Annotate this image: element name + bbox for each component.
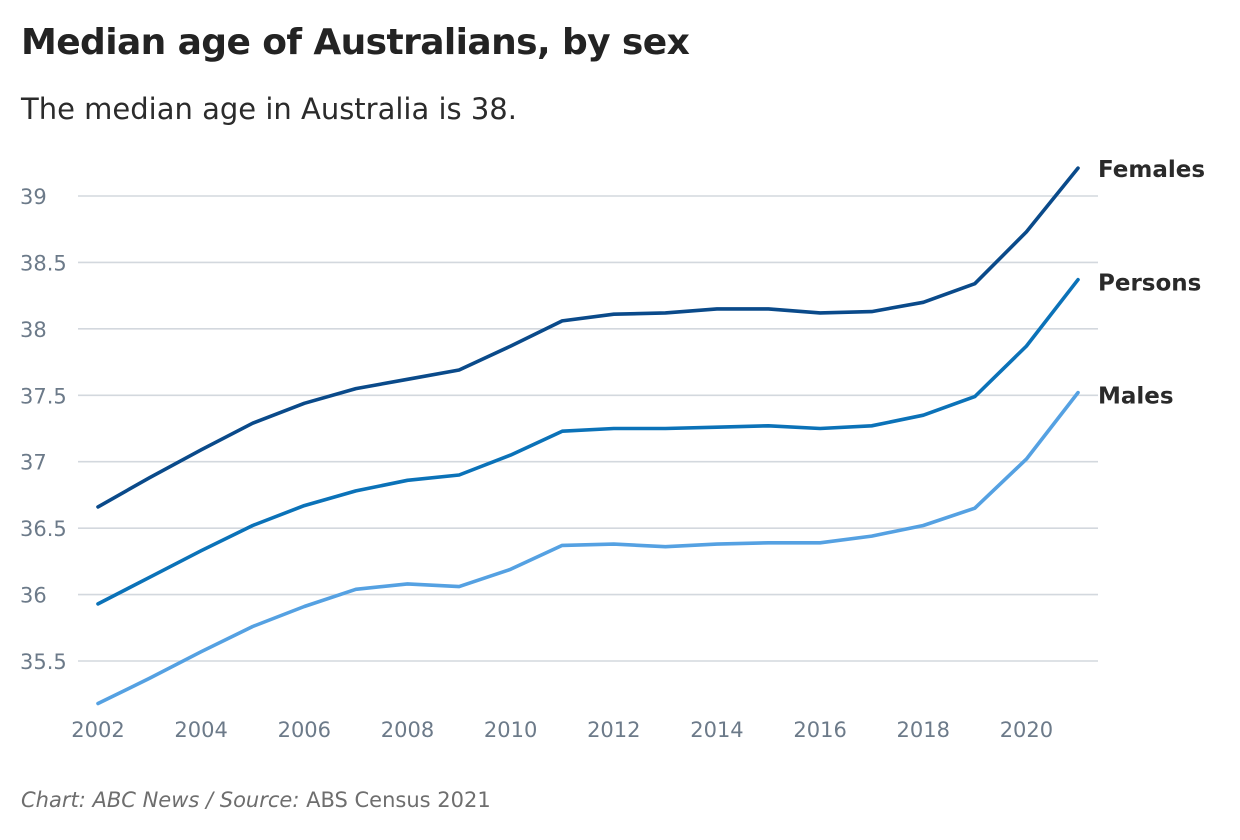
chart-title: Median age of Australians, by sex (21, 22, 690, 63)
y-tick-label: 37.5 (20, 384, 67, 408)
chart-source-note: Chart: ABC News / Source: ABS Census 202… (21, 788, 491, 812)
source-name: ABS Census 2021 (306, 788, 491, 812)
y-tick-label: 38 (20, 318, 47, 342)
series-label-males: Males (1098, 384, 1174, 410)
x-axis-ticks: 2002 2004 2006 2008 2010 2012 2014 2016 2018 2020 (71, 718, 1053, 742)
source-label: Source: (219, 788, 307, 812)
series-lines (96, 166, 1080, 706)
series-line-males (96, 390, 1080, 706)
x-tick-label: 2004 (174, 718, 227, 742)
x-tick-label: 2006 (278, 718, 331, 742)
y-tick-label: 39 (20, 185, 47, 209)
y-tick-label: 35.5 (20, 650, 67, 674)
chart-subtitle: The median age in Australia is 38. (21, 92, 517, 126)
x-tick-label: 2012 (587, 718, 640, 742)
gridlines (78, 195, 1098, 662)
x-tick-label: 2010 (484, 718, 537, 742)
y-axis-ticks: 35.5 36 36.5 37 37.5 38 38.5 39 (20, 185, 67, 674)
x-tick-label: 2014 (690, 718, 743, 742)
x-tick-label: 2008 (381, 718, 434, 742)
x-tick-label: 2016 (793, 718, 846, 742)
series-label-females: Females (1098, 157, 1205, 183)
y-tick-label: 37 (20, 451, 47, 475)
series-line-females (96, 166, 1080, 509)
x-tick-label: 2002 (71, 718, 124, 742)
chart-credit: Chart: ABC News / (21, 788, 220, 812)
y-tick-label: 38.5 (20, 251, 67, 275)
series-labels: Females Persons Males (1098, 157, 1205, 410)
y-tick-label: 36.5 (20, 517, 67, 541)
y-tick-label: 36 (20, 584, 47, 608)
series-label-persons: Persons (1098, 271, 1201, 297)
x-tick-label: 2018 (897, 718, 950, 742)
series-line-persons (96, 277, 1080, 606)
x-tick-label: 2020 (1000, 718, 1053, 742)
